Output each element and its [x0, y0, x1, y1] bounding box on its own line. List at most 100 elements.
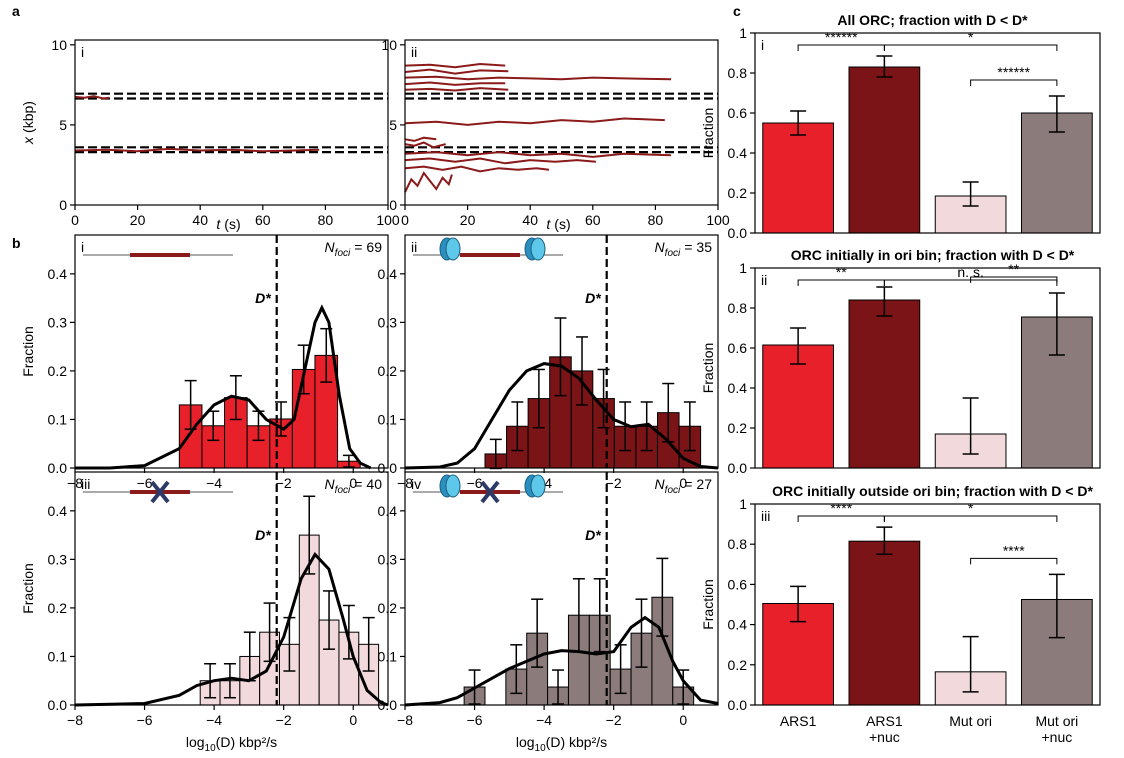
nucleosome [530, 474, 546, 498]
n-eq: = [354, 476, 362, 492]
n-symbol: N [655, 476, 666, 492]
error-bar [962, 397, 979, 455]
bracket-line [797, 279, 885, 286]
n-symbol: N [325, 239, 336, 255]
panel-numeral: ii [761, 272, 767, 288]
error-bar [362, 616, 375, 672]
trajectory [74, 95, 110, 100]
subplot: 0.0 0.2 0.4 0.6 0.8 1 ii Fraction ORC initially … [700, 247, 1101, 476]
x-tick-label: 100 [706, 212, 730, 228]
error-bar [677, 669, 690, 705]
x-tick-label: 80 [648, 212, 664, 228]
trajectory [404, 68, 509, 75]
x-label-pre: log [516, 734, 535, 750]
n-symbol: N [655, 239, 666, 255]
x-tick-label: 100 [376, 212, 400, 228]
panel-label: b [12, 235, 21, 251]
x-tick-label: 20 [130, 212, 146, 228]
panel-numeral: iv [411, 476, 421, 492]
bracket-line [970, 557, 1058, 565]
y-tick-label: 0.1 [378, 411, 398, 427]
x-tick-label: 0 [71, 212, 79, 228]
x-tick-label: Mut ori +nuc [1035, 713, 1079, 745]
significance-bracket: * [883, 29, 1058, 51]
n-value: 27 [696, 476, 712, 492]
bracket-line [970, 276, 1058, 283]
trajectory [404, 171, 453, 193]
dstar-label: D* [585, 290, 601, 306]
bar [848, 540, 921, 706]
x-axis-label: log10(D) kbp²/s [186, 734, 277, 754]
x-tick-label: 60 [255, 212, 271, 228]
significance-bracket: **** [797, 500, 885, 522]
x-tick-label: 0 [349, 475, 357, 491]
inset-cartoon [413, 237, 563, 261]
bar [762, 344, 834, 469]
inset-cartoon [83, 480, 233, 504]
trajectory [404, 151, 672, 158]
x-tick-label: −2 [606, 475, 622, 491]
y-tick-label: 0.0 [728, 225, 748, 241]
axes-frame [404, 39, 719, 206]
n-eq: = [684, 239, 692, 255]
y-tick-label: 0.2 [378, 363, 398, 379]
subplot: 0.00.10.20.30.4−8 −6 −4 −2 0iFractionD*Nfoci… [20, 234, 389, 491]
x-label-sub: 10 [205, 743, 217, 754]
panel-numeral: i [81, 239, 84, 255]
inset-cartoon [413, 474, 563, 504]
x-tick-label: 60 [585, 212, 601, 228]
x-label-sub: 10 [535, 743, 547, 754]
significance-label: **** [830, 500, 852, 516]
dstar-label: D* [255, 290, 271, 306]
x-tick-label: −4 [536, 712, 552, 728]
bracket-line [883, 44, 1058, 51]
error-bar [619, 401, 632, 452]
panel-numeral: iii [81, 476, 90, 492]
panel-numeral: ii [411, 44, 417, 60]
x-tick-label: Mut ori [949, 713, 993, 729]
error-bar [635, 598, 648, 668]
x-label-unit: (s) [224, 216, 240, 232]
y-tick-label: 0.6 [728, 105, 748, 121]
significance-bracket: ** [797, 264, 885, 286]
y-axis-label: Fraction [700, 343, 716, 394]
x-label-pre: log [186, 734, 205, 750]
y-tick-label: 0.0 [728, 697, 748, 713]
error-bar [510, 644, 523, 695]
x-label-post: (D) kbp²/s [546, 734, 607, 750]
trajectory [404, 136, 437, 142]
n-value: 69 [366, 239, 382, 255]
x-label-var: t [546, 216, 551, 232]
y-axis-label: Fraction [20, 563, 36, 614]
y-tick-label: 0.8 [728, 536, 748, 552]
error-bar [683, 401, 696, 452]
nucleosome [445, 237, 461, 261]
y-tick-label: 0.3 [48, 314, 68, 330]
x-tick-label: 0 [349, 712, 357, 728]
error-bar [554, 317, 567, 397]
significance-label: ****** [997, 64, 1030, 80]
kde-curve [74, 552, 389, 707]
x-tick-label: −6 [137, 475, 153, 491]
trajectory [404, 62, 506, 69]
significance-label: ****** [825, 29, 858, 45]
y-tick-label: 0.4 [378, 266, 398, 282]
n-symbol: N [325, 476, 336, 492]
axes-frame [74, 471, 389, 706]
y-tick-label: 0.2 [728, 657, 748, 673]
significance-label: * [968, 29, 974, 45]
x-tick-label: 40 [522, 212, 538, 228]
y-tick-label: 0.3 [378, 314, 398, 330]
error-bar [876, 55, 893, 78]
subplot: 0.0 0.2 0.4 0.6 0.8 1 iii Fraction ORC initially… [700, 483, 1101, 713]
chart-title: All ORC; fraction with D < D* [837, 12, 1028, 28]
x-tick-label: 20 [460, 212, 476, 228]
y-label-unit: (kbp) [20, 101, 36, 133]
y-tick-label: 0 [59, 197, 67, 213]
n-eq: = [354, 239, 362, 255]
error-bar [962, 635, 979, 693]
panel-numeral: i [761, 37, 764, 53]
